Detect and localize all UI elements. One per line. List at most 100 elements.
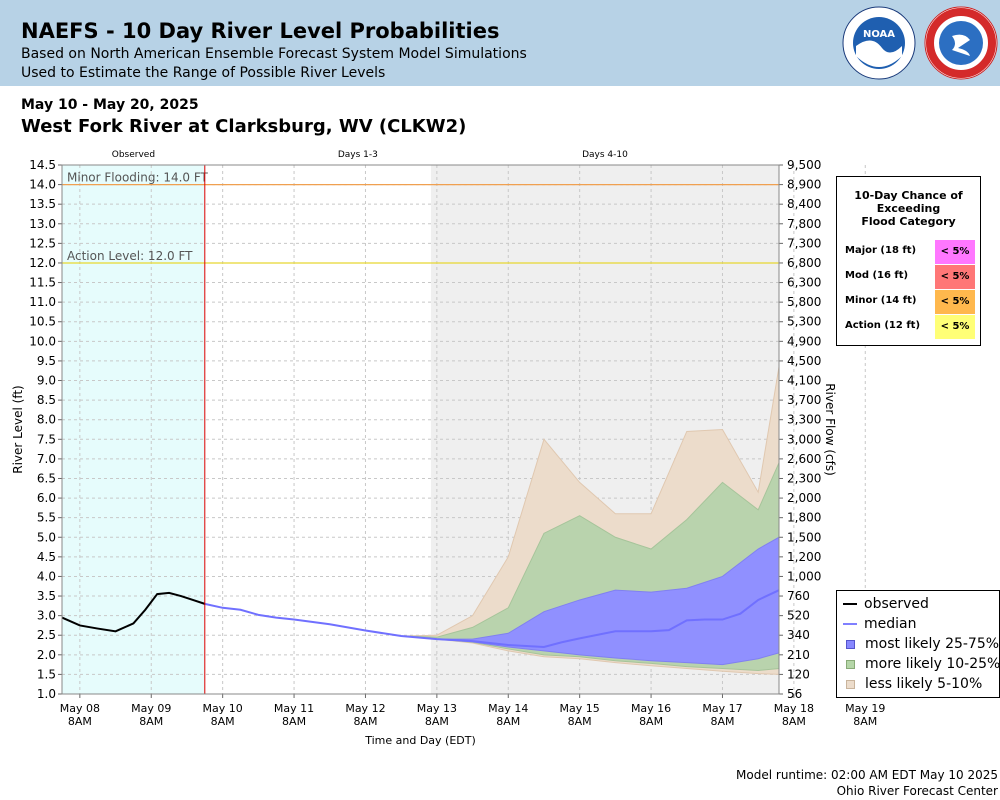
legend-swatch-observed: [843, 603, 857, 605]
prob-label: Action (12 ft): [845, 320, 921, 331]
x-tick-label: May 13: [417, 702, 457, 715]
x-tick-label: 8AM: [639, 715, 663, 728]
model-runtime: Model runtime: 02:00 AM EDT May 10 2025: [736, 768, 998, 782]
nws-logo: [924, 6, 998, 80]
legend-item-less-likely: less likely 5-10%: [843, 674, 982, 694]
y2-tick-label: 2,000: [787, 491, 821, 505]
y-tick-label: 8.0: [37, 413, 56, 427]
y-tick-label: 14.0: [29, 178, 56, 192]
y2-tick-label: 8,400: [787, 197, 821, 211]
x-tick-label: 8AM: [496, 715, 520, 728]
x-tick-label: May 18: [774, 702, 814, 715]
action-level-label: Action Level: 12.0 FT: [67, 249, 193, 263]
y-tick-label: 5.0: [37, 530, 56, 544]
y-tick-label: 12.0: [29, 256, 56, 270]
y2-tick-label: 760: [787, 589, 810, 603]
x-tick-label: 8AM: [425, 715, 449, 728]
y-tick-label: 9.5: [37, 354, 56, 368]
x-tick-label: May 09: [131, 702, 171, 715]
x-tick-label: 8AM: [710, 715, 734, 728]
period-label: Observed: [112, 150, 155, 160]
date-range: May 10 - May 20, 2025: [21, 97, 199, 113]
x-tick-label: 8AM: [211, 715, 235, 728]
y2-tick-label: 3,300: [787, 413, 821, 427]
svg-text:NOAA: NOAA: [863, 29, 895, 40]
y-tick-label: 6.5: [37, 471, 56, 485]
y-tick-label: 11.5: [29, 276, 56, 290]
y2-tick-label: 2,600: [787, 452, 821, 466]
y2-tick-label: 6,300: [787, 276, 821, 290]
y2-tick-label: 5,300: [787, 315, 821, 329]
y-tick-label: 7.5: [37, 432, 56, 446]
x-tick-label: May 10: [203, 702, 243, 715]
period-label: Days 4-10: [582, 150, 628, 160]
station-name: West Fork River at Clarksburg, WV (CLKW2…: [21, 116, 467, 137]
header-banner: NAEFS - 10 Day River Level Probabilities…: [0, 0, 1000, 86]
chart-legend: observed median most likely 25-75% more …: [836, 590, 1000, 698]
y-tick-label: 4.5: [37, 550, 56, 564]
y2-tick-label: 1,000: [787, 569, 821, 583]
y-tick-label: 8.5: [37, 393, 56, 407]
y2-tick-label: 56: [787, 687, 802, 701]
x-tick-label: 8AM: [568, 715, 592, 728]
y-tick-label: 3.5: [37, 589, 56, 603]
x-tick-label: May 15: [560, 702, 600, 715]
y2-tick-label: 4,100: [787, 374, 821, 388]
y2-tick-label: 340: [787, 628, 810, 642]
y2-tick-label: 1,500: [787, 530, 821, 544]
prob-title-line-1: 10-Day Chance of: [854, 189, 963, 202]
x-tick-label: 8AM: [68, 715, 92, 728]
legend-swatch-median: [843, 623, 857, 625]
y2-tick-label: 1,200: [787, 550, 821, 564]
prob-title-line-3: Flood Category: [861, 215, 956, 228]
prob-row-minor: Minor (14 ft) < 5%: [845, 290, 977, 314]
prob-label: Minor (14 ft): [845, 295, 917, 306]
y2-tick-label: 9,500: [787, 158, 821, 172]
prob-row-moderate: Mod (16 ft) < 5%: [845, 265, 977, 289]
observed-line: [61, 591, 206, 633]
prob-value: < 5%: [935, 315, 975, 339]
plot-frame: [61, 164, 780, 695]
y-tick-label: 10.5: [29, 315, 56, 329]
y-tick-label: 2.0: [37, 648, 56, 662]
prob-value: < 5%: [935, 265, 975, 289]
y-tick-label: 4.0: [37, 569, 56, 583]
y2-tick-label: 4,900: [787, 334, 821, 348]
y-tick-label: 3.0: [37, 609, 56, 623]
y2-tick-label: 7,300: [787, 236, 821, 250]
prob-value: < 5%: [935, 290, 975, 314]
y-tick-label: 9.0: [37, 374, 56, 388]
legend-label: less likely 5-10%: [865, 676, 983, 692]
y-tick-label: 14.5: [29, 158, 56, 172]
legend-item-most-likely: most likely 25-75%: [843, 634, 999, 654]
y-tick-label: 1.0: [37, 687, 56, 701]
legend-label: median: [864, 616, 917, 632]
observed-period-shade: [62, 165, 205, 694]
y-tick-label: 13.0: [29, 217, 56, 231]
forecast-center: Ohio River Forecast Center: [836, 784, 998, 798]
x-tick-label: May 08: [60, 702, 100, 715]
page-subtitle: Based on North American Ensemble Forecas…: [21, 46, 527, 62]
y-tick-label: 1.5: [37, 667, 56, 681]
legend-swatch-most-likely: [846, 639, 855, 649]
x-tick-label: May 14: [488, 702, 528, 715]
y2-tick-label: 2,300: [787, 471, 821, 485]
y-tick-label: 5.5: [37, 511, 56, 525]
x-tick-label: May 17: [702, 702, 742, 715]
x-tick-label: 8AM: [139, 715, 163, 728]
prob-row-major: Major (18 ft) < 5%: [845, 240, 977, 264]
prob-label: Mod (16 ft): [845, 270, 909, 281]
legend-item-more-likely: more likely 10-25%: [843, 654, 1000, 674]
y-tick-label: 2.5: [37, 628, 56, 642]
prob-table-title: 10-Day Chance of Exceeding Flood Categor…: [837, 189, 980, 228]
y2-tick-label: 4,500: [787, 354, 821, 368]
x-tick-label: 8AM: [353, 715, 377, 728]
legend-item-observed: observed: [843, 594, 929, 614]
legend-item-median: median: [843, 614, 916, 634]
median-line: [204, 589, 780, 648]
x-tick-label: 8AM: [282, 715, 306, 728]
x-tick-label: May 19: [845, 702, 885, 715]
y2-tick-label: 6,800: [787, 256, 821, 270]
legend-label: more likely 10-25%: [865, 656, 1000, 672]
y2-tick-label: 210: [787, 648, 810, 662]
